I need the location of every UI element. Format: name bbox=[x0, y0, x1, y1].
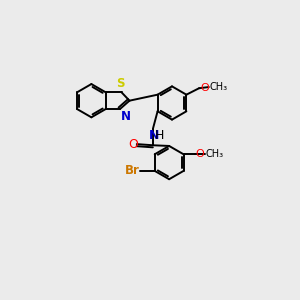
Text: CH₃: CH₃ bbox=[206, 149, 224, 159]
Text: N: N bbox=[121, 110, 131, 123]
Text: O: O bbox=[196, 149, 204, 159]
Text: H: H bbox=[155, 129, 165, 142]
Text: Br: Br bbox=[124, 164, 140, 177]
Text: N: N bbox=[149, 129, 159, 142]
Text: CH₃: CH₃ bbox=[209, 82, 228, 92]
Text: O: O bbox=[200, 83, 209, 93]
Text: S: S bbox=[116, 76, 125, 90]
Text: O: O bbox=[129, 138, 139, 151]
